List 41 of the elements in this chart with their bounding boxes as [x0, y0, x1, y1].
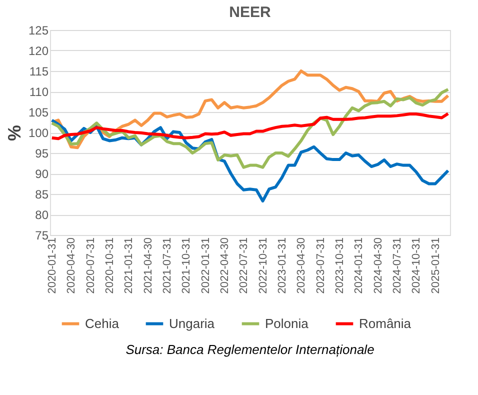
x-tick-label: 2021-04-30	[142, 238, 154, 294]
x-tick-label: 2024-10-31	[410, 238, 423, 294]
x-tick-label: 2023-07-31	[314, 238, 327, 294]
x-tick-label: 2022-04-30	[218, 238, 231, 294]
x-tick-label: 2020-04-30	[66, 238, 78, 294]
text: Sursa: Banca Reglementelor Internaționale	[126, 342, 374, 357]
y-tick-label: 90	[35, 167, 49, 181]
x-tick-label: 2020-07-31	[84, 238, 97, 294]
y-tick-label: 75	[35, 228, 49, 242]
x-tick-label: 2024-04-30	[372, 238, 384, 294]
x-tick-label: 2021-01-31	[123, 238, 136, 294]
y-tick-label: 105	[28, 106, 49, 120]
x-tick-label: 2021-10-31	[180, 238, 193, 294]
x-tick-label: 2022-07-31	[238, 238, 250, 294]
x-tick-label: 2020-01-31	[46, 238, 58, 294]
y-tick-label: 85	[35, 188, 49, 202]
x-tick-label: 2023-04-30	[296, 238, 308, 294]
legend-label: Ungaria	[169, 316, 216, 331]
x-tick-label: 2023-10-31	[334, 238, 346, 294]
chart-title: NEER	[229, 4, 271, 21]
line-series	[50, 88, 450, 169]
y-tick-label: 120	[28, 44, 49, 58]
y-tick-label: 125	[28, 24, 49, 38]
legend-label: Polonia	[265, 316, 310, 331]
x-tick-label: 2025-01-31	[430, 238, 442, 294]
y-axis-title: %	[4, 124, 24, 142]
x-tick-label: 2020-10-31	[104, 238, 116, 294]
x-tick-label: 2022-10-31	[257, 238, 270, 294]
legend-label: România	[359, 316, 412, 331]
x-tick-label: 2022-01-31	[200, 238, 212, 294]
y-tick-label: 80	[35, 208, 49, 222]
x-tick-label: 2021-07-31	[161, 238, 174, 294]
legend-label: Cehia	[85, 316, 120, 331]
line-series	[50, 112, 450, 140]
y-tick-label: 115	[29, 64, 49, 78]
x-tick-label: 2023-01-31	[276, 238, 288, 294]
y-tick-label: 95	[35, 146, 49, 160]
x-tick-label: 2024-07-31	[391, 238, 404, 294]
y-tick-label: 110	[29, 85, 49, 99]
y-tick-label: 100	[28, 126, 49, 140]
x-tick-label: 2024-01-31	[353, 238, 366, 294]
